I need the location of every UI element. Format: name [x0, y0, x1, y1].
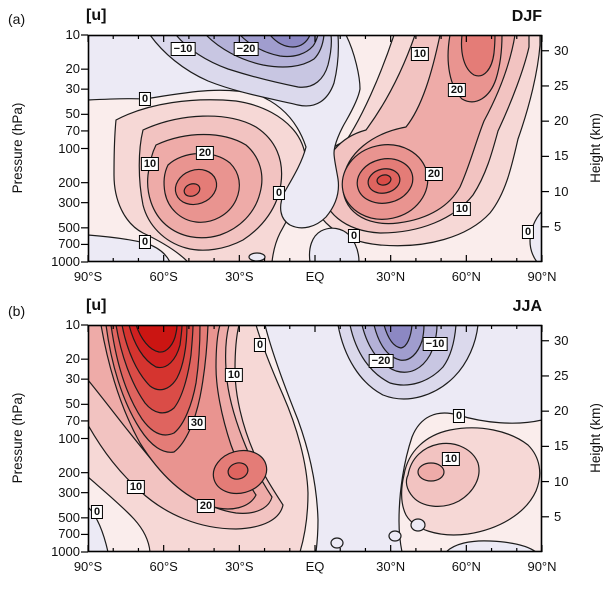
contour-core: [135, 325, 178, 353]
contour-label: 10: [140, 157, 160, 171]
contour-label: −10: [170, 42, 196, 56]
contour-label: 0: [138, 92, 152, 106]
contour-label: 0: [90, 505, 104, 519]
latitude-tick-label: 90°N: [527, 559, 557, 574]
contour-label: −10: [422, 337, 448, 351]
contour-bands-jja: [88, 325, 542, 552]
pressure-tick-label: 10: [65, 27, 80, 42]
height-tick-label: 30: [554, 332, 569, 348]
contour-plot-jja: [81, 324, 549, 553]
pressure-tick-label: 10: [65, 317, 80, 332]
latitude-tick-label: 30°S: [225, 559, 254, 574]
height-tick-label: 20: [554, 403, 569, 419]
contour-band-negative: [308, 227, 360, 262]
pressure-tick-label: 700: [58, 526, 80, 542]
contour-label: 20: [195, 146, 215, 160]
pressure-tick-label: 20: [65, 351, 80, 367]
pressure-tick-label: 1000: [51, 544, 80, 559]
contour-core: [183, 183, 201, 197]
height-tick-label: 10: [554, 473, 569, 489]
latitude-tick-label: 90°S: [73, 559, 103, 574]
pressure-tick-label: 100: [58, 430, 80, 446]
contour-label: 0: [138, 235, 152, 249]
contour-label: 0: [253, 338, 267, 352]
panel-a: 10 20 30 50 70 100 200 300 500 700 1000 30 25 20 15 10 5…: [51, 27, 568, 284]
pressure-tick-label: 30: [65, 371, 80, 387]
contour-core: [417, 462, 445, 482]
contour-label: 0: [347, 229, 361, 243]
height-tick-label: 30: [554, 42, 569, 58]
pressure-tick-label: 200: [58, 464, 80, 480]
contour-label: 20: [424, 167, 444, 181]
panel-a-title: [u]: [86, 7, 107, 24]
latitude-tick-label: EQ: [305, 559, 325, 574]
contour-label: 20: [447, 83, 467, 97]
panel-b-tag: (b): [8, 303, 26, 319]
contour-band-negative: [248, 252, 266, 262]
contour-label: 0: [452, 409, 466, 423]
panel-b: 10 20 30 50 70 100 200 300 500 700 1000 30 25 20 15 10 5…: [51, 317, 568, 574]
contour-label: 10: [224, 368, 244, 382]
latitude-tick-label: 60°N: [451, 269, 481, 284]
contour-band: [460, 35, 496, 77]
latitude-tick-label: 30°N: [376, 269, 406, 284]
contour-plot-djf: [81, 34, 549, 263]
contour-label: 10: [410, 47, 430, 61]
pressure-tick-label: 300: [58, 194, 80, 210]
contour-bands-djf: [88, 35, 542, 262]
panel-a-tag: (a): [8, 11, 26, 27]
plot-frame: [87, 34, 543, 263]
contour-label: 0: [272, 186, 286, 200]
contour-label: 30: [187, 416, 207, 430]
height-tick-label: 25: [554, 77, 569, 93]
latitude-tick-label: 60°S: [149, 269, 178, 284]
pressure-tick-label: 100: [58, 140, 80, 156]
pressure-tick-label: 30: [65, 81, 80, 97]
height-tick-label: 15: [554, 148, 569, 164]
contour-band-negative: [330, 537, 344, 549]
panel-b-title: [u]: [86, 297, 107, 314]
height-tick-label: 5: [554, 508, 562, 524]
pressure-tick-label: 500: [58, 219, 80, 235]
contour-label: 20: [196, 499, 216, 513]
contour-band-negative: [445, 540, 537, 552]
contour-label: 0: [521, 225, 535, 239]
latitude-tick-label: 60°S: [149, 559, 178, 574]
pressure-tick-label: 70: [65, 412, 80, 428]
height-tick-label: 25: [554, 367, 569, 383]
pressure-tick-label: 70: [65, 122, 80, 138]
panel-b-season: JJA: [512, 298, 542, 315]
contour-label: 10: [126, 480, 146, 494]
contour-label: −20: [368, 354, 394, 368]
contour-core: [376, 174, 392, 186]
contour-band-negative: [388, 530, 402, 542]
contour-core: [227, 462, 249, 480]
contour-label: −20: [233, 42, 259, 56]
latitude-tick-label: 90°N: [527, 269, 557, 284]
latitude-tick-label: EQ: [305, 269, 325, 284]
latitude-tick-label: 90°S: [73, 269, 103, 284]
pressure-tick-label: 1000: [51, 254, 80, 269]
pressure-tick-label: 700: [58, 236, 80, 252]
panel-a-season: DJF: [511, 8, 542, 25]
plot-frame: [87, 324, 543, 553]
height-tick-label: 20: [554, 113, 569, 129]
latitude-tick-label: 60°N: [451, 559, 481, 574]
height-tick-label: 5: [554, 218, 562, 234]
height-tick-label: 15: [554, 438, 569, 454]
latitude-tick-label: 30°N: [376, 559, 406, 574]
contour-label: 10: [441, 452, 461, 466]
height-tick-label: 10: [554, 183, 569, 199]
pressure-tick-label: 50: [65, 396, 80, 412]
latitude-tick-label: 30°S: [225, 269, 254, 284]
contour-band-negative: [410, 518, 426, 532]
pressure-tick-label: 200: [58, 174, 80, 190]
pressure-tick-label: 50: [65, 106, 80, 122]
pressure-tick-label: 20: [65, 61, 80, 77]
contour-label: 10: [452, 202, 472, 216]
pressure-tick-label: 500: [58, 509, 80, 525]
pressure-tick-label: 300: [58, 484, 80, 500]
contour-band-negative: [269, 35, 311, 48]
